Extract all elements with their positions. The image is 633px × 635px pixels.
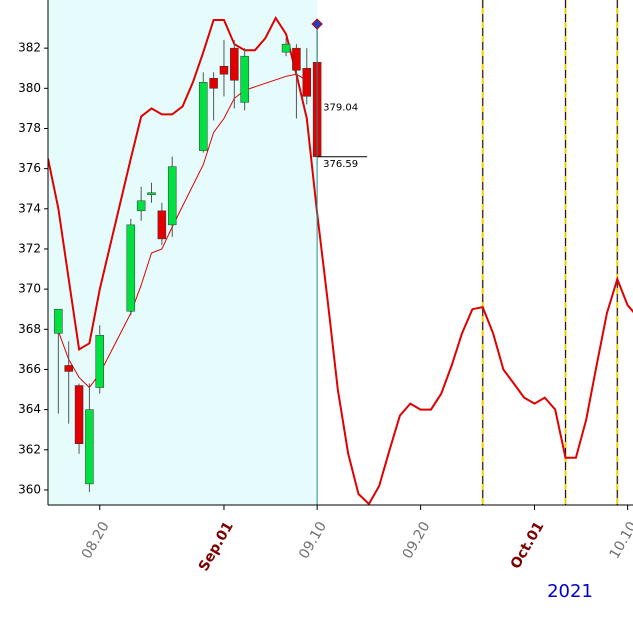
- candle-body: [292, 47, 301, 71]
- candle-body: [64, 365, 73, 372]
- y-tick-label: 380: [18, 81, 41, 95]
- candle-body: [219, 65, 229, 75]
- candle-body: [302, 67, 312, 97]
- y-tick-label: 376: [18, 161, 41, 175]
- annotation: 376.59: [323, 159, 358, 170]
- y-tick-label: 366: [18, 362, 41, 376]
- candle-body: [240, 55, 249, 103]
- indicator-line: [57, 73, 308, 389]
- x-tick-label: 08.20: [79, 519, 113, 562]
- y-tick-label: 374: [18, 201, 41, 215]
- y-tick-label: 370: [18, 282, 41, 296]
- candle-body: [147, 192, 156, 195]
- x-tick-label: 09.20: [400, 519, 434, 562]
- candle-body: [199, 82, 208, 151]
- candle-body: [230, 47, 239, 81]
- y-tick-label: 378: [18, 121, 41, 135]
- candle-body: [126, 224, 136, 312]
- candle-body: [136, 200, 146, 212]
- y-tick-label: 372: [18, 241, 41, 255]
- y-tick-label: 382: [18, 41, 41, 55]
- indicator-line: [48, 16, 633, 505]
- candle-body: [95, 335, 105, 388]
- y-tick-label: 362: [18, 442, 41, 456]
- candle-body: [74, 385, 84, 445]
- candle-body: [85, 409, 94, 485]
- cursor-marker: [311, 18, 323, 30]
- x-tick-label: Oct.01: [508, 519, 548, 572]
- x-tick-label: 09.10: [296, 519, 330, 562]
- x-tick-label: 10.10: [607, 519, 633, 562]
- candle-body: [167, 166, 177, 226]
- candle-body: [157, 210, 167, 240]
- year-label: 2021: [547, 581, 593, 602]
- x-tick-label: Sep.01: [196, 519, 237, 574]
- y-tick-label: 360: [18, 482, 41, 496]
- y-tick-label: 364: [18, 402, 41, 416]
- candle-body: [281, 43, 291, 53]
- candle-body: [54, 308, 63, 334]
- candle-body: [209, 78, 218, 89]
- plot-area: [48, 0, 633, 505]
- annotation: 379.04: [323, 103, 358, 114]
- y-tick-label: 368: [18, 322, 41, 336]
